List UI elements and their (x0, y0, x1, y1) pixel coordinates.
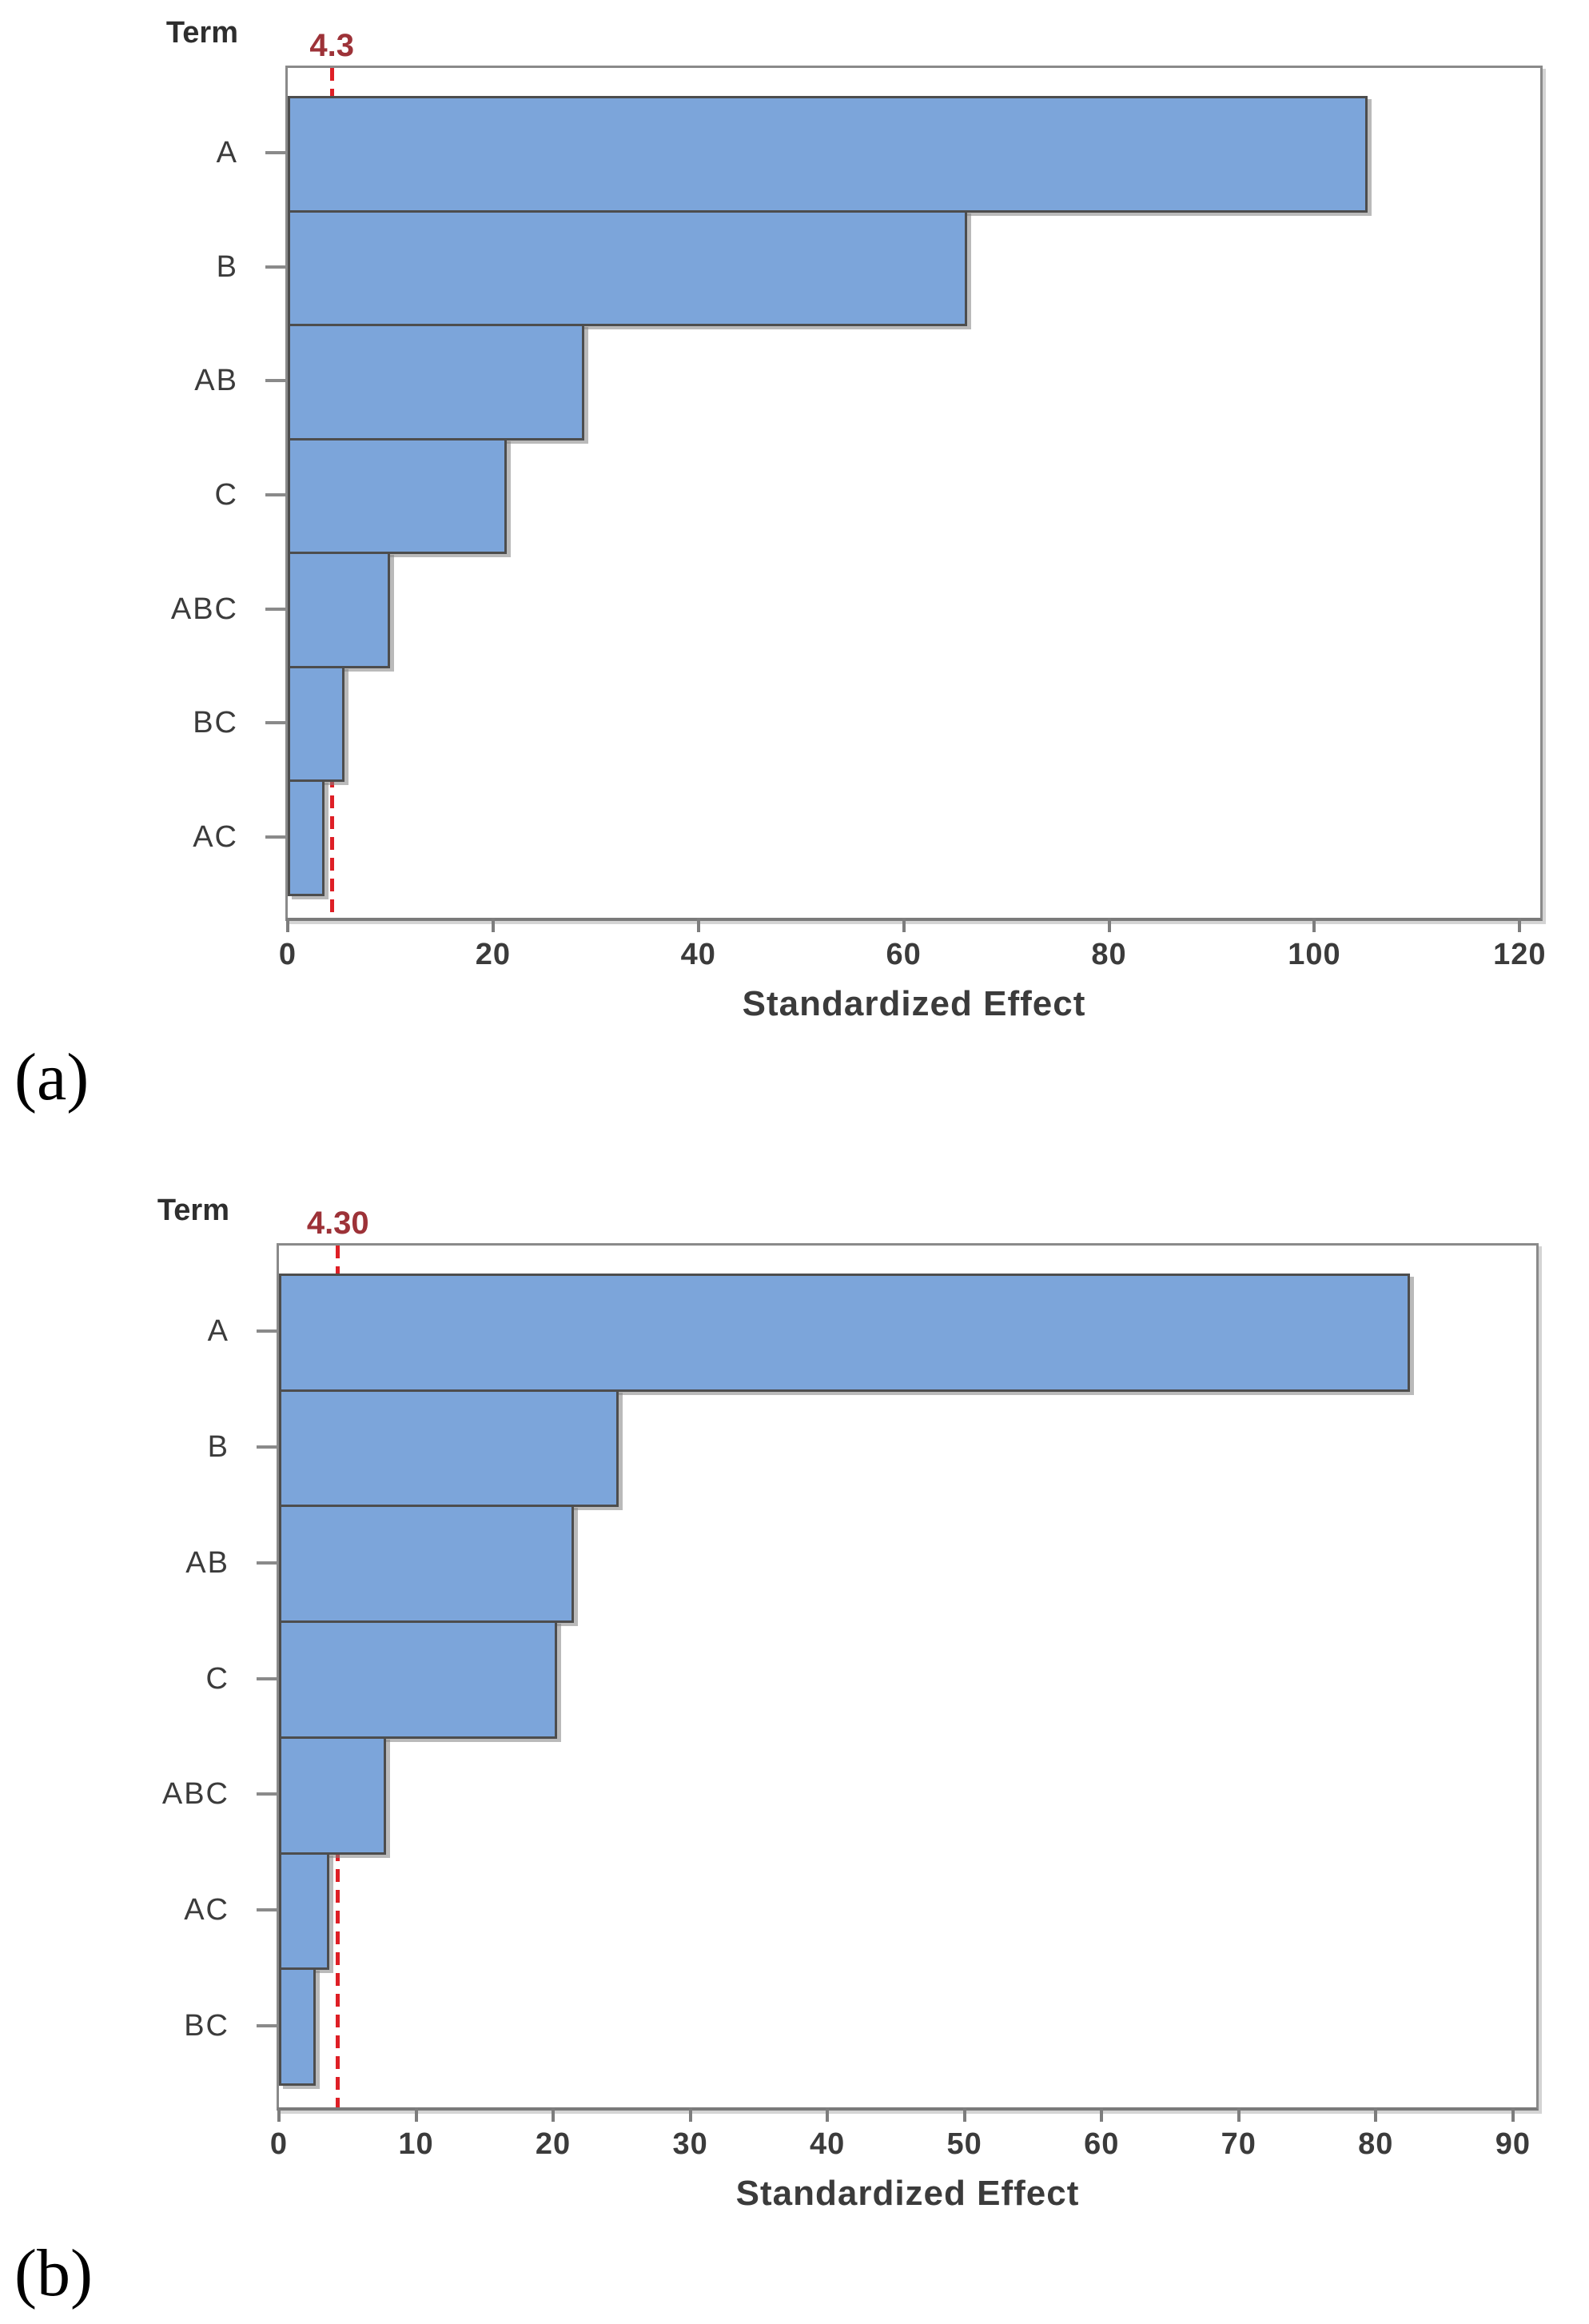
x-tick (696, 918, 700, 932)
bar-bc (288, 665, 344, 783)
bar-bc (279, 1967, 317, 2086)
subfigure-caption-b: (b) (14, 2236, 93, 2310)
x-tick (962, 2107, 966, 2122)
term-label-ac: AC (193, 819, 238, 854)
x-tick (552, 2107, 556, 2122)
y-tick (265, 835, 288, 839)
reference-line-value: 4.30 (306, 1206, 369, 1241)
bar-abc (288, 552, 391, 668)
term-label-ab: AB (194, 364, 238, 398)
x-tick-label: 40 (810, 2127, 846, 2161)
y-tick (257, 1907, 279, 1911)
term-axis-title: Term (157, 1194, 229, 1227)
y-tick (257, 1329, 279, 1333)
x-tick-label: 120 (1493, 938, 1547, 971)
x-tick-label: 10 (398, 2127, 434, 2161)
x-tick-label: 30 (672, 2127, 708, 2161)
x-tick-label: 80 (1358, 2127, 1394, 2161)
bar-abc (279, 1736, 386, 1855)
y-tick (265, 493, 288, 496)
term-label-bc: BC (193, 706, 238, 740)
x-tick (414, 2107, 418, 2122)
x-tick (688, 2107, 692, 2122)
y-tick (265, 607, 288, 611)
y-tick (265, 151, 288, 155)
term-label-abc: ABC (161, 1777, 229, 1812)
x-tick (1237, 2107, 1241, 2122)
term-label-c: C (214, 478, 238, 512)
x-tick (1374, 2107, 1378, 2122)
bar-ab (279, 1505, 574, 1624)
x-tick-label: 100 (1288, 938, 1341, 971)
x-tick (1107, 918, 1111, 932)
term-label-bc: BC (184, 2008, 229, 2043)
pareto-chart-a: Term 4.3 Standardized Effect A B AB C ABC BC A… (166, 16, 1546, 1023)
term-label-b: B (207, 1430, 229, 1465)
bar-a (288, 96, 1368, 213)
term-label-abc: ABC (170, 592, 238, 626)
bar-b (288, 209, 968, 327)
term-label-a: A (216, 136, 238, 170)
x-tick (277, 2107, 281, 2122)
x-tick-label: 70 (1221, 2127, 1256, 2161)
term-axis-title: Term (165, 16, 238, 50)
y-tick (257, 1676, 279, 1680)
x-tick-label: 90 (1495, 2127, 1531, 2161)
x-axis-title: Standardized Effect (735, 2174, 1080, 2213)
x-axis-title: Standardized Effect (742, 984, 1086, 1023)
y-tick (257, 1792, 279, 1796)
term-label-ac: AC (184, 1892, 229, 1927)
x-tick (491, 918, 495, 932)
bar-ab (288, 324, 585, 440)
term-label-b: B (216, 249, 238, 284)
x-tick-label: 20 (475, 938, 512, 971)
bar-c (288, 437, 507, 555)
x-tick (1312, 918, 1316, 932)
x-tick (1518, 918, 1522, 932)
y-tick (257, 2023, 279, 2027)
term-label-ab: AB (185, 1545, 229, 1580)
bar-ac (288, 779, 325, 896)
x-tick (286, 918, 289, 932)
x-tick (1100, 2107, 1104, 2122)
x-tick (826, 2107, 830, 2122)
term-label-c: C (205, 1661, 229, 1696)
y-tick (257, 1445, 279, 1449)
bar-c (279, 1620, 558, 1739)
x-tick-label: 0 (269, 2127, 289, 2161)
y-tick (265, 721, 288, 725)
bar-ac (279, 1852, 330, 1971)
reference-line-value: 4.3 (309, 28, 355, 63)
y-tick (265, 265, 288, 269)
subfigure-caption-a: (a) (14, 1040, 90, 1114)
y-tick (257, 1561, 279, 1565)
y-tick (265, 379, 288, 383)
bar-a (279, 1274, 1411, 1392)
x-tick-label: 50 (946, 2127, 982, 2161)
x-tick-label: 80 (1091, 938, 1127, 971)
x-tick-label: 0 (278, 938, 297, 971)
bar-b (279, 1389, 619, 1508)
x-tick-label: 40 (680, 938, 716, 971)
x-tick (1511, 2107, 1515, 2122)
x-tick (902, 918, 906, 932)
term-label-a: A (207, 1314, 229, 1349)
x-tick-label: 60 (886, 938, 922, 971)
x-tick-label: 60 (1084, 2127, 1120, 2161)
x-tick-label: 20 (535, 2127, 571, 2161)
pareto-chart-b: Term 4.30 Standardized Effect A B AB C ABC AC… (157, 1194, 1539, 2213)
